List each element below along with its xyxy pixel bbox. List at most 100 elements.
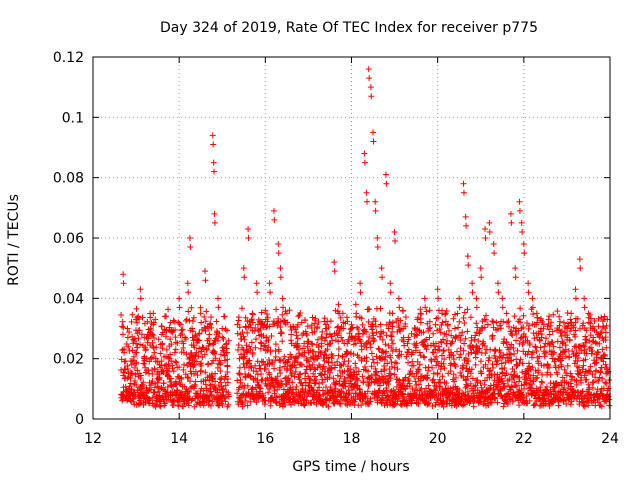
data-point [151, 389, 158, 396]
data-point [293, 332, 300, 339]
data-point [274, 373, 281, 380]
data-point [493, 319, 500, 326]
data-point [135, 313, 142, 320]
data-point [235, 314, 242, 321]
data-point [473, 304, 480, 311]
data-point [219, 344, 226, 351]
data-point [469, 280, 476, 287]
data-point [185, 402, 192, 409]
data-point [454, 348, 461, 355]
data-point [240, 333, 247, 340]
data-point [301, 317, 308, 324]
data-point [572, 295, 579, 302]
data-point [366, 75, 373, 82]
data-point [490, 241, 497, 248]
data-point [175, 402, 182, 409]
data-point [308, 340, 315, 347]
data-point [191, 361, 198, 368]
data-point [291, 373, 298, 380]
data-point [370, 338, 377, 345]
data-point [137, 400, 144, 407]
data-point [478, 274, 485, 281]
data-point [308, 324, 315, 331]
data-point [382, 171, 389, 178]
data-point [556, 313, 563, 320]
data-point [136, 316, 143, 323]
data-point [219, 386, 226, 393]
data-point [169, 365, 176, 372]
data-point [352, 360, 359, 367]
data-point [294, 335, 301, 342]
data-point [197, 304, 204, 311]
data-point [129, 311, 136, 318]
data-point [413, 382, 420, 389]
data-point [261, 362, 268, 369]
data-point [220, 336, 227, 343]
data-point [496, 347, 503, 354]
data-point [294, 321, 301, 328]
data-point [257, 385, 264, 392]
data-point [194, 372, 201, 379]
data-point [313, 376, 320, 383]
data-point [314, 324, 321, 331]
data-point [486, 219, 493, 226]
y-tick-label: 0.1 [62, 110, 84, 126]
data-point [150, 332, 157, 339]
data-point [560, 319, 567, 326]
data-point [203, 346, 210, 353]
data-point [293, 383, 300, 390]
data-point [581, 295, 588, 302]
data-point [358, 402, 365, 409]
data-point [132, 371, 139, 378]
data-point [170, 368, 177, 375]
data-point [357, 289, 364, 296]
data-point [198, 319, 205, 326]
data-point [370, 138, 377, 145]
data-point [363, 189, 370, 196]
data-point [149, 378, 156, 385]
data-point [213, 318, 220, 325]
data-point [343, 314, 350, 321]
data-point [382, 341, 389, 348]
data-point [279, 400, 286, 407]
data-point [355, 325, 362, 332]
data-point [140, 379, 147, 386]
data-point [202, 268, 209, 275]
data-point [210, 375, 217, 382]
data-point [313, 401, 320, 408]
data-point [130, 353, 137, 360]
data-point [374, 235, 381, 241]
data-point [490, 318, 497, 325]
data-point [304, 363, 311, 370]
data-point [289, 370, 296, 377]
data-point [473, 295, 480, 302]
data-point [149, 394, 156, 401]
data-point [163, 346, 170, 353]
data-point [309, 314, 316, 321]
data-point [489, 318, 496, 325]
data-point [166, 363, 173, 370]
data-point [178, 327, 185, 334]
data-point [598, 364, 605, 371]
data-point [275, 250, 282, 257]
x-tick-label: 12 [84, 431, 102, 447]
data-point [546, 313, 553, 320]
data-point [120, 280, 127, 287]
data-point [150, 310, 157, 317]
data-point [260, 358, 267, 365]
data-point [245, 235, 252, 241]
data-point [460, 314, 467, 321]
data-point [489, 332, 496, 339]
data-point [361, 150, 368, 157]
data-point [187, 244, 194, 251]
data-point [236, 324, 243, 331]
data-point [170, 317, 177, 324]
data-point [367, 344, 374, 351]
data-point [139, 314, 146, 321]
x-tick-label: 18 [343, 431, 361, 447]
data-point [486, 228, 493, 235]
y-tick-label: 0.02 [53, 352, 84, 368]
data-point [280, 386, 287, 393]
data-point [278, 378, 285, 385]
